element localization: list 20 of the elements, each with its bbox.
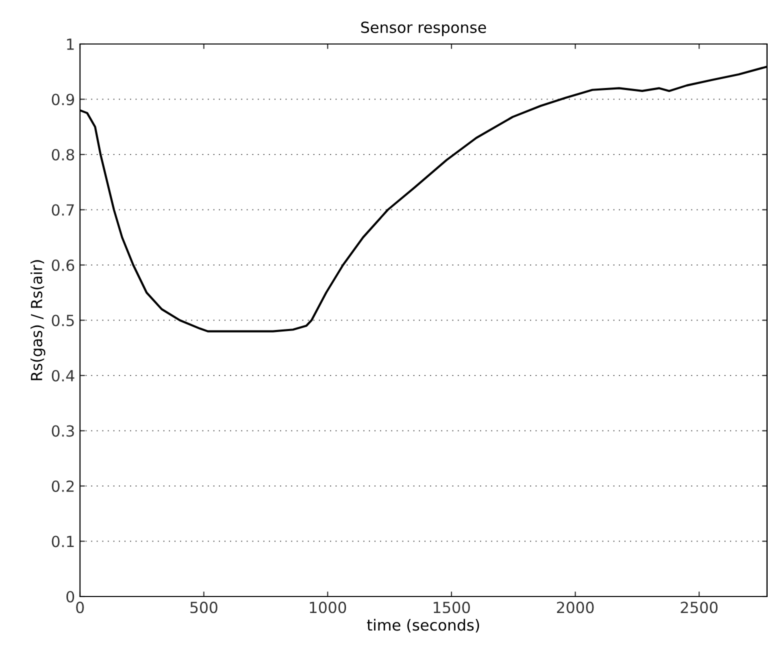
y-tick-label: 0.5 xyxy=(52,314,74,326)
y-tick-label: 0.6 xyxy=(52,259,74,272)
y-tick-label: 1 xyxy=(67,38,74,50)
x-tick-label: 2000 xyxy=(556,602,594,614)
y-tick-label: 0.1 xyxy=(52,536,74,548)
x-axis-title: time (seconds) xyxy=(367,618,480,633)
x-tick-label: 1500 xyxy=(434,602,470,614)
y-tick-label: 0.8 xyxy=(52,148,74,161)
y-tick-label: 0 xyxy=(66,590,74,603)
y-tick-label: 0.3 xyxy=(52,425,74,437)
chart-title: Sensor response xyxy=(361,22,486,36)
y-tick-label: 0.4 xyxy=(52,370,74,382)
y-tick-label: 0.7 xyxy=(52,204,74,216)
y-tick-label: 0.9 xyxy=(52,94,74,106)
x-tick-label: 500 xyxy=(190,602,218,614)
x-tick-label: 2500 xyxy=(680,602,718,614)
y-tick-label: 0.2 xyxy=(52,480,74,492)
x-tick-label: 1000 xyxy=(310,602,346,614)
y-axis-title: Rs(gas) / Rs(air) xyxy=(30,260,46,380)
x-tick-label: 0 xyxy=(76,602,84,614)
